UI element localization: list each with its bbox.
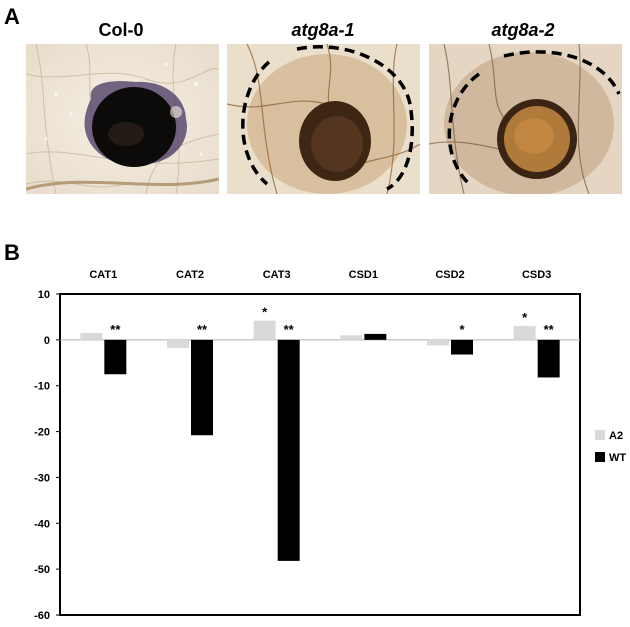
legend-swatch-a2 (595, 430, 605, 440)
significance-wt: ** (544, 322, 555, 337)
y-tick-label: -40 (34, 518, 50, 530)
bar-wt-cat2 (191, 339, 213, 436)
legend-swatch-wt (595, 452, 605, 462)
image-title-atg8a-2: atg8a-2 (491, 20, 555, 40)
y-tick-label: -10 (34, 381, 50, 393)
category-label: CAT3 (263, 269, 291, 281)
image-title-col0: Col-0 (98, 20, 144, 40)
y-tick-label: 10 (38, 289, 50, 301)
category-label: CSD3 (522, 269, 551, 281)
bar-a2-cat2 (167, 339, 189, 349)
bar-wt-csd2 (451, 339, 473, 355)
significance-wt: ** (110, 322, 121, 337)
category-label: CAT1 (89, 269, 117, 281)
image-title-atg8a-1: atg8a-1 (291, 20, 355, 40)
y-tick-label: 0 (44, 335, 50, 347)
significance-wt: * (459, 322, 465, 337)
significance-a2: * (262, 305, 268, 320)
bar-a2-cat3 (253, 320, 276, 340)
panel-b-label: B (4, 240, 20, 265)
category-label: CSD1 (349, 269, 378, 281)
panel-a-label: A (4, 4, 20, 29)
leaf-photo-col0 (26, 44, 219, 194)
y-tick-label: -20 (34, 427, 50, 439)
bar-a2-csd1 (340, 335, 363, 340)
legend-label-wt: WT (609, 452, 626, 464)
leaf-photo-atg8a-2 (429, 44, 622, 194)
significance-wt: ** (284, 322, 295, 337)
significance-a2: * (522, 310, 528, 325)
category-label: CSD2 (435, 269, 464, 281)
bar-a2-csd2 (427, 339, 449, 346)
bar-wt-cat1 (104, 339, 127, 375)
y-tick-label: -50 (34, 564, 50, 576)
category-label: CAT2 (176, 269, 204, 281)
plot-frame (59, 293, 581, 616)
y-tick-label: -30 (34, 472, 50, 484)
bar-wt-csd1 (364, 333, 387, 340)
legend-label-a2: A2 (609, 430, 623, 442)
y-tick-label: -60 (34, 610, 50, 622)
bar-wt-cat3 (277, 339, 300, 561)
leaf-photo-atg8a-1 (227, 44, 420, 194)
bar-a2-cat1 (80, 332, 103, 340)
bar-a2-csd3 (513, 326, 536, 340)
bar-wt-csd3 (537, 339, 560, 378)
significance-wt: ** (197, 322, 208, 337)
